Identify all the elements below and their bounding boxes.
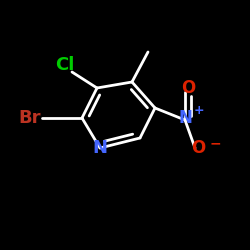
- Text: N: N: [92, 139, 108, 157]
- Text: Br: Br: [19, 109, 41, 127]
- Text: O: O: [191, 139, 205, 157]
- Text: N: N: [178, 109, 192, 127]
- Text: O: O: [181, 79, 195, 97]
- Text: −: −: [209, 136, 221, 150]
- Text: Cl: Cl: [55, 56, 75, 74]
- Text: +: +: [194, 104, 204, 117]
